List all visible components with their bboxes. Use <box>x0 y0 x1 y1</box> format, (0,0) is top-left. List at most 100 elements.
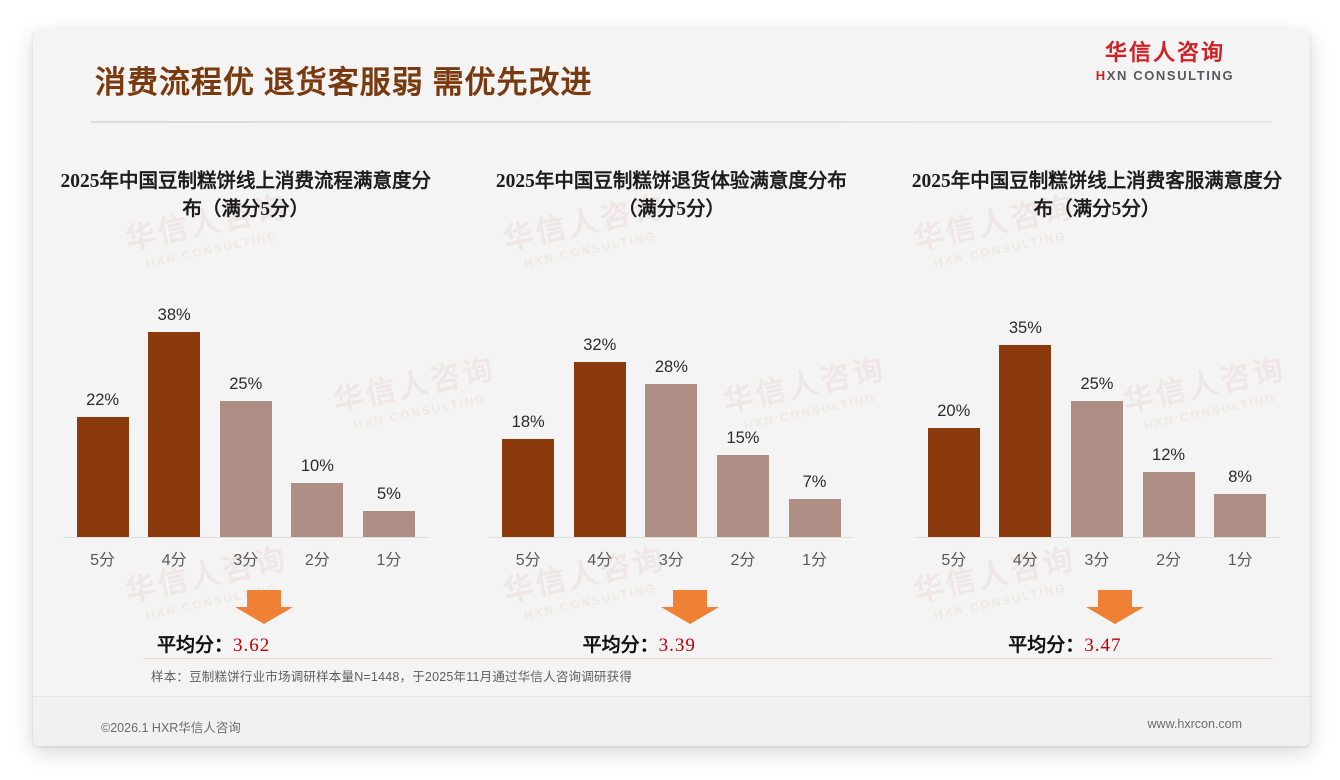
average-value: 3.47 <box>1084 635 1122 656</box>
bar-slot: 12% <box>1135 306 1202 538</box>
bar <box>1142 472 1195 538</box>
bar <box>927 428 980 538</box>
bar-value-label: 15% <box>726 429 760 447</box>
logo-english-text: HXN CONSULTING <box>1055 68 1275 83</box>
bar <box>1214 494 1267 538</box>
bar <box>1070 401 1123 538</box>
average-score: 平均分：3.39 <box>583 630 696 657</box>
x-tick-label: 5分 <box>941 552 967 569</box>
bar <box>219 401 272 538</box>
chart-panel-2: 2025年中国豆制糕饼退货体验满意度分布（满分5分） 18% 32% 28% <box>459 140 885 666</box>
bar-value-label: 35% <box>1008 319 1042 337</box>
chart-title: 2025年中国豆制糕饼线上消费客服满意度分布（满分5分） <box>911 171 1283 220</box>
down-arrow-icon <box>659 590 721 624</box>
copyright: ©2026.1 HXR华信人咨询 <box>101 721 241 735</box>
bar <box>148 332 201 538</box>
bar-value-label: 38% <box>157 306 191 324</box>
bar-value-label: 20% <box>937 402 971 420</box>
average-score: 平均分：3.47 <box>1008 630 1121 657</box>
chart-panel-1: 2025年中国豆制糕饼线上消费流程满意度分布（满分5分） 22% 38% 25% <box>33 140 459 666</box>
x-tick-label: 1分 <box>376 552 402 569</box>
bar-slot: 22% <box>69 306 136 538</box>
x-tick-label: 2分 <box>304 552 330 569</box>
bars-container: 18% 32% 28% 15% <box>495 306 849 538</box>
bar-value-label: 8% <box>1228 468 1253 486</box>
x-tick-label: 5分 <box>515 552 541 569</box>
bar-value-label: 7% <box>802 473 827 491</box>
bar-slot: 32% <box>566 306 633 538</box>
x-axis-line <box>488 537 855 538</box>
bar <box>502 439 555 538</box>
chart-panel-3: 2025年中国豆制糕饼线上消费客服满意度分布（满分5分） 20% 35% 25% <box>884 140 1310 666</box>
bar <box>999 345 1052 538</box>
down-arrow-icon <box>233 590 295 624</box>
bar-slot: 20% <box>920 306 987 538</box>
x-tick-label: 3分 <box>233 552 259 569</box>
bar-value-label: 5% <box>377 485 401 503</box>
x-tick-label: 5分 <box>90 552 116 569</box>
slide-footer: ©2026.1 HXR华信人咨询 www.hxrcon.com <box>33 697 1310 746</box>
slide-card: 华信人咨询 HXN CONSULTING 华信人咨询 HXN CONSULTIN… <box>33 30 1310 746</box>
bar <box>291 483 344 538</box>
bar-slot: 35% <box>992 306 1059 538</box>
footer-divider <box>33 696 1310 697</box>
bar-slot: 25% <box>212 306 279 538</box>
average-label: 平均分： <box>582 635 659 656</box>
x-axis-ticks: 5分 4分 3分 2分 1分 <box>920 542 1274 574</box>
average-block: 平均分：3.62 <box>47 590 445 666</box>
bar-value-label: 18% <box>511 413 545 431</box>
slide-header: 消费流程优 退货客服弱 需优先改进 华信人咨询 HXN CONSULTING <box>33 30 1310 123</box>
header-divider <box>91 121 1272 123</box>
average-label: 平均分： <box>157 635 234 656</box>
average-block: 平均分：3.47 <box>898 590 1296 666</box>
x-tick-label: 1分 <box>802 552 827 569</box>
bar-slot: 8% <box>1207 306 1274 538</box>
bar-slot: 7% <box>781 306 848 538</box>
bars-container: 20% 35% 25% 12% <box>920 306 1274 538</box>
logo-en-rest: XN CONSULTING <box>1106 67 1235 83</box>
average-score: 平均分：3.62 <box>157 630 270 657</box>
bar <box>76 417 129 538</box>
bar-value-label: 12% <box>1152 446 1186 464</box>
bar <box>645 384 698 538</box>
x-tick-label: 2分 <box>730 552 756 569</box>
bar-chart-2: 18% 32% 28% 15% <box>473 274 871 574</box>
bar <box>573 362 626 538</box>
bar <box>716 455 769 538</box>
x-tick-label: 3分 <box>658 552 684 569</box>
website-url[interactable]: www.hxrcon.com <box>1147 717 1242 731</box>
bar-slot: 25% <box>1063 306 1130 538</box>
bar-slot: 18% <box>495 306 562 538</box>
page-title: 消费流程优 退货客服弱 需优先改进 <box>95 65 593 100</box>
bar-slot: 28% <box>638 306 705 538</box>
bar-value-label: 25% <box>1080 375 1114 393</box>
average-label: 平均分： <box>1008 635 1085 656</box>
x-axis-line <box>914 537 1280 538</box>
logo-chinese-text: 华信人咨询 <box>1104 40 1225 65</box>
footnote: 样本：豆制糕饼行业市场调研样本量N=1448，于2025年11月通过华信人咨询调… <box>151 670 633 684</box>
bar-value-label: 25% <box>229 375 263 393</box>
down-arrow-icon <box>1084 590 1146 624</box>
x-tick-label: 4分 <box>161 552 187 569</box>
bar-slot: 38% <box>141 306 208 538</box>
bar-chart-1: 22% 38% 25% 10% <box>47 274 445 574</box>
bar <box>788 499 841 538</box>
average-value: 3.62 <box>233 635 271 656</box>
x-tick-label: 2分 <box>1156 552 1181 569</box>
bar-slot: 5% <box>355 306 422 538</box>
average-value: 3.39 <box>658 635 696 656</box>
bar-value-label: 28% <box>654 358 688 376</box>
x-axis-ticks: 5分 4分 3分 2分 1分 <box>69 542 423 574</box>
logo: 华信人咨询 HXN CONSULTING <box>1055 40 1275 83</box>
x-tick-label: 3分 <box>1084 552 1110 569</box>
bars-container: 22% 38% 25% 10% <box>69 306 423 538</box>
chart-title: 2025年中国豆制糕饼线上消费流程满意度分布（满分5分） <box>60 171 432 220</box>
x-axis-ticks: 5分 4分 3分 2分 1分 <box>495 542 849 574</box>
x-axis-line <box>63 537 429 538</box>
x-tick-label: 1分 <box>1227 552 1253 569</box>
charts-row: 2025年中国豆制糕饼线上消费流程满意度分布（满分5分） 22% 38% 25% <box>33 140 1310 666</box>
x-tick-label: 4分 <box>587 552 613 569</box>
footnote-divider <box>143 658 1273 659</box>
chart-title: 2025年中国豆制糕饼退货体验满意度分布（满分5分） <box>495 171 847 220</box>
bar-value-label: 10% <box>300 457 334 475</box>
